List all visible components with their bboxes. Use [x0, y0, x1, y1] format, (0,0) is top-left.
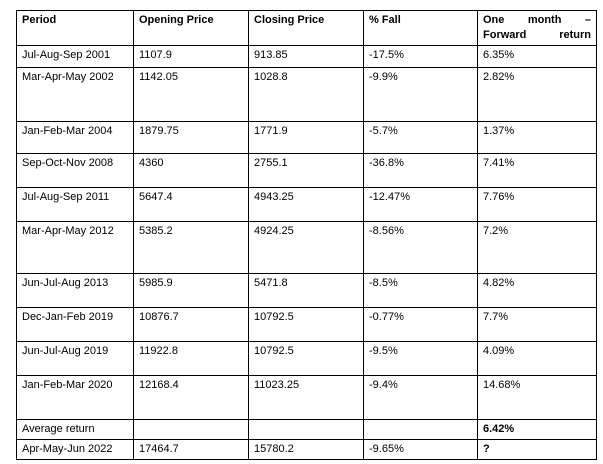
header-row: Period Opening Price Closing Price% Fall On…	[16, 10, 597, 46]
table-cell: 4.82%	[477, 273, 597, 308]
table-cell: 5985.9	[133, 273, 249, 308]
table-row: Jan-Feb-Mar 2020 12168.4 11023.25 -9.4% 14.6…	[16, 375, 597, 420]
table-cell: 7.7%	[477, 307, 597, 342]
table-cell: -12.47%	[363, 187, 478, 222]
table-cell: -9.4%	[363, 375, 478, 420]
table-cell: 5471.8	[248, 273, 364, 308]
table-cell: -9.5%	[363, 341, 478, 376]
table-row: Jun-Jul-Aug 2013 5985.9 5471.8 -8.5% 4.82%	[16, 273, 597, 308]
table-row: Jun-Jul-Aug 2019 11922.8 10792.5 -9.5% 4.09%	[16, 341, 597, 376]
table-body: Jul-Aug-Sep 2001 1107.9 913.85 -17.5% 6.35% M…	[16, 45, 597, 460]
table-cell: Mar-Apr-May 2002	[16, 67, 134, 122]
data-table: Period Opening Price Closing Price% Fall On…	[16, 10, 597, 460]
table-cell: 1028.8	[248, 67, 364, 122]
table-cell: 11922.8	[133, 341, 249, 376]
table-cell: 5647.4	[133, 187, 249, 222]
table-cell: Jun-Jul-Aug 2019	[16, 341, 134, 376]
table-cell: Apr-May-Jun 2022	[16, 439, 134, 460]
table-cell: 1142.05	[133, 67, 249, 122]
table-cell: -5.7%	[363, 121, 478, 154]
table-cell: 1771.9	[248, 121, 364, 154]
table-cell: -36.8%	[363, 153, 478, 188]
table-cell: Dec-Jan-Feb 2019	[16, 307, 134, 342]
table-cell: 15780.2	[248, 439, 364, 460]
table-cell: Jan-Feb-Mar 2004	[16, 121, 134, 154]
header-cell: Period	[16, 10, 134, 46]
table-cell: -9.65%	[363, 439, 478, 460]
table-cell: 6.35%	[477, 45, 597, 68]
header-cell: One month – Forward return	[477, 10, 597, 46]
table-cell: 7.41%	[477, 153, 597, 188]
table-cell: 4360	[133, 153, 249, 188]
table-cell: 10792.5	[248, 341, 364, 376]
table-row: Jul-Aug-Sep 2001 1107.9 913.85 -17.5% 6.35%	[16, 45, 597, 68]
average-label: Average return	[16, 419, 134, 440]
table-cell: 913.85	[248, 45, 364, 68]
table-cell: Jun-Jul-Aug 2013	[16, 273, 134, 308]
table-row: Mar-Apr-May 2012 5385.2 4924.25 -8.56% 7.2%	[16, 221, 597, 274]
table-cell: 7.2%	[477, 221, 597, 274]
empty-cell	[133, 419, 249, 440]
table-cell: 1879.75	[133, 121, 249, 154]
header-cell: Opening Price	[133, 10, 249, 46]
table-row: Mar-Apr-May 2002 1142.05 1028.8 -9.9% 2.82%	[16, 67, 597, 122]
table-cell: -8.5%	[363, 273, 478, 308]
empty-cell	[248, 419, 364, 440]
table-cell: 11023.25	[248, 375, 364, 420]
table-cell: 4943.25	[248, 187, 364, 222]
table-cell: 5385.2	[133, 221, 249, 274]
table-cell: ?	[477, 439, 597, 460]
table-header: Period Opening Price Closing Price% Fall On…	[16, 10, 597, 46]
table-row: Sep-Oct-Nov 2008 4360 2755.1 -36.8% 7.41%	[16, 153, 597, 188]
average-row: Average return 6.42%	[16, 419, 597, 440]
table-cell: 14.68%	[477, 375, 597, 420]
table-cell: 2.82%	[477, 67, 597, 122]
table-cell: 1.37%	[477, 121, 597, 154]
table-cell: 2755.1	[248, 153, 364, 188]
header-cell: % Fall	[363, 10, 478, 46]
table-cell: 10876.7	[133, 307, 249, 342]
table-cell: 4.09%	[477, 341, 597, 376]
table-cell: 12168.4	[133, 375, 249, 420]
table-row: Jan-Feb-Mar 2004 1879.75 1771.9 -5.7% 1.37%	[16, 121, 597, 154]
table-cell: 7.76%	[477, 187, 597, 222]
table-cell: 1107.9	[133, 45, 249, 68]
table-cell: 17464.7	[133, 439, 249, 460]
table-row: Dec-Jan-Feb 2019 10876.7 10792.5 -0.77% 7.7%	[16, 307, 597, 342]
last-row: Apr-May-Jun 2022 17464.7 15780.2 -9.65%?	[16, 439, 597, 460]
table-cell: 4924.25	[248, 221, 364, 274]
table-row: Jul-Aug-Sep 2011 5647.4 4943.25 -12.47% 7.76…	[16, 187, 597, 222]
table-cell: 10792.5	[248, 307, 364, 342]
table-cell: Sep-Oct-Nov 2008	[16, 153, 134, 188]
table-cell: -9.9%	[363, 67, 478, 122]
empty-cell	[363, 419, 478, 440]
table-cell: Jul-Aug-Sep 2011	[16, 187, 134, 222]
table-cell: Jan-Feb-Mar 2020	[16, 375, 134, 420]
table-cell: -0.77%	[363, 307, 478, 342]
average-value: 6.42%	[477, 419, 597, 440]
table-cell: Mar-Apr-May 2012	[16, 221, 134, 274]
table-cell: Jul-Aug-Sep 2001	[16, 45, 134, 68]
table-cell: -8.56%	[363, 221, 478, 274]
header-cell: Closing Price	[248, 10, 364, 46]
table-cell: -17.5%	[363, 45, 478, 68]
